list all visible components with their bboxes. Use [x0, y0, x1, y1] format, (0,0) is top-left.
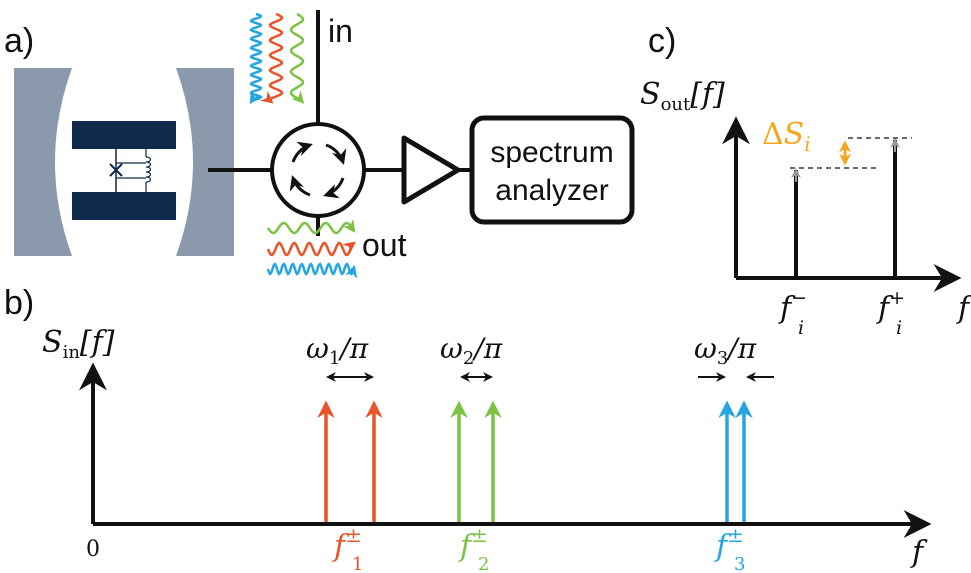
cavity-mirror-left	[14, 68, 72, 256]
analyzer-label-line2: analyzer	[495, 174, 608, 207]
panel-c-y-axis-label: Sout[f]	[640, 77, 725, 115]
peak-minus-sub: i	[798, 317, 804, 339]
panel-c: c) Sout[f] ΔSi f− i f+ i f	[640, 22, 971, 339]
separation-2-label: ω2/π	[440, 332, 503, 369]
amplifier-icon	[401, 135, 461, 205]
separation-1-label: ω1/π	[306, 332, 369, 369]
wave-in-green	[289, 12, 305, 104]
incoming-waves-icon	[249, 12, 305, 105]
panel-c-label: c)	[648, 22, 676, 60]
cavity-mirror-right	[176, 68, 234, 256]
qubit-circuit-icon	[72, 121, 176, 220]
panel-b: b) Sin[f] 0 f ω1/π ω2/π ω3/π f± 1 f±	[4, 284, 932, 573]
panel-b-y-axis-label: Sin[f]	[42, 325, 115, 363]
analyzer-label-line1: spectrum	[490, 136, 613, 169]
spectrum-analyzer-box	[469, 115, 635, 225]
wave-in-red	[259, 12, 284, 104]
delta-s-label: ΔSi	[762, 117, 811, 156]
wave-in-blue	[249, 12, 263, 105]
separation-3-label: ω3/π	[694, 332, 757, 369]
tone-pair-3-sub: 3	[734, 554, 745, 573]
port-in-label: in	[328, 13, 353, 49]
peak-plus-sub: i	[896, 317, 902, 339]
tone-lines	[317, 400, 753, 522]
origin-label: 0	[86, 537, 100, 562]
tone-pair-1-sub: 1	[352, 554, 363, 573]
port-out-label: out	[362, 227, 407, 263]
panel-a: a)	[4, 10, 635, 279]
wave-out-red	[266, 241, 356, 257]
panel-b-x-axis-label: f	[910, 535, 928, 570]
tone-pair-2-sub: 2	[478, 554, 489, 573]
wave-out-green	[266, 219, 356, 235]
wave-out-blue	[266, 262, 358, 279]
panel-c-x-axis-label: f	[956, 291, 971, 326]
panel-a-label: a)	[4, 22, 34, 60]
circulator-icon	[270, 122, 366, 218]
outgoing-waves-icon	[266, 219, 358, 279]
panel-b-label: b)	[4, 284, 34, 322]
